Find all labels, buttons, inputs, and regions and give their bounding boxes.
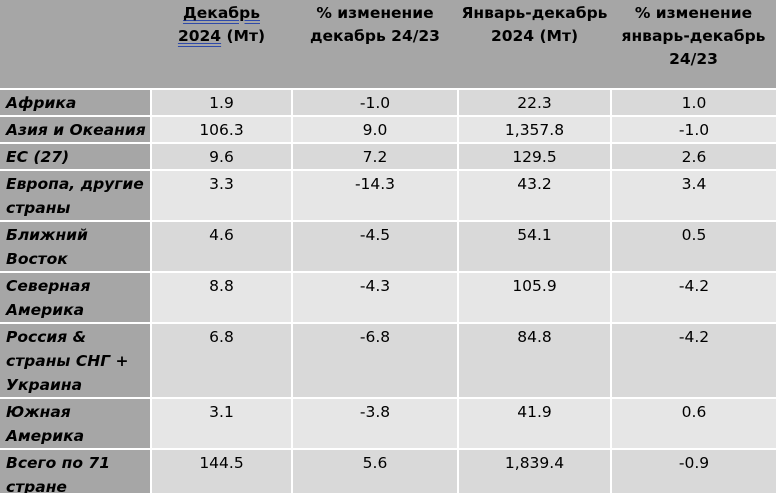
december-change-cell: 9.0 [291,115,458,143]
header-ytd-2024: Январь-декабрь 2024 (Мт) [458,0,611,89]
header-december-change: % изменение декабрь 24/23 [292,0,458,89]
december-value-cell: 3.1 [150,397,292,449]
region-cell: Европа, другие страны [0,169,151,221]
december-value-cell: 9.6 [150,142,292,170]
december-change-cell: -4.3 [291,271,458,323]
december-change-cell: 7.2 [291,142,458,170]
december-value-cell: 4.6 [150,220,292,272]
ytd-value-cell: 41.9 [457,397,611,449]
header-december-year: 2024 [177,27,222,45]
header-corner [0,0,151,89]
region-cell: Россия & страны СНГ + Украина [0,322,151,398]
table-row: Южная Америка 3.1 -3.8 41.9 0.6 [0,397,776,449]
december-value-cell: 8.8 [150,271,292,323]
ytd-value-cell: 105.9 [457,271,611,323]
december-value-cell: 1.9 [150,88,292,116]
table-row: Европа, другие страны 3.3 -14.3 43.2 3.4 [0,169,776,221]
region-cell: Азия и Океания [0,115,151,143]
december-change-cell: -4.5 [291,220,458,272]
ytd-change-cell: -4.2 [610,322,776,398]
ytd-value-cell: 129.5 [457,142,611,170]
december-change-cell: 5.6 [291,448,458,493]
december-value-cell: 106.3 [150,115,292,143]
ytd-change-cell: 0.6 [610,397,776,449]
header-row: Декабрь 2024 (Мт) % изменение декабрь 24/… [0,0,776,89]
ytd-value-cell: 84.8 [457,322,611,398]
ytd-change-cell: 0.5 [610,220,776,272]
ytd-change-cell: 3.4 [610,169,776,221]
ytd-value-cell: 1,357.8 [457,115,611,143]
header-december-2024: Декабрь 2024 (Мт) [151,0,292,89]
ytd-change-cell: 2.6 [610,142,776,170]
december-change-cell: -3.8 [291,397,458,449]
header-december-unit: (Мт) [221,27,266,45]
december-value-cell: 144.5 [150,448,292,493]
december-change-cell: -6.8 [291,322,458,398]
ytd-value-cell: 54.1 [457,220,611,272]
december-change-cell: -14.3 [291,169,458,221]
december-value-cell: 6.8 [150,322,292,398]
ytd-change-cell: -1.0 [610,115,776,143]
header-december-word: Декабрь [182,4,260,22]
ytd-change-cell: 1.0 [610,88,776,116]
ytd-value-cell: 43.2 [457,169,611,221]
table-row: Россия & страны СНГ + Украина 6.8 -6.8 84.8… [0,322,776,398]
region-cell: Северная Америка [0,271,151,323]
ytd-value-cell: 22.3 [457,88,611,116]
header-ytd-change: % изменение январь-декабрь 24/23 [611,0,776,89]
ytd-change-cell: -0.9 [610,448,776,493]
region-cell: ЕС (27) [0,142,151,170]
table-row: Всего по 71 стране 144.5 5.6 1,839.4 -0.9 [0,448,776,493]
table-row: Северная Америка 8.8 -4.3 105.9 -4.2 [0,271,776,323]
table-row: Азия и Океания 106.3 9.0 1,357.8 -1.0 [0,115,776,143]
ytd-change-cell: -4.2 [610,271,776,323]
table-row: Африка 1.9 -1.0 22.3 1.0 [0,88,776,116]
region-cell: Южная Америка [0,397,151,449]
region-cell: Ближний Восток [0,220,151,272]
region-cell: Африка [0,88,151,116]
ytd-value-cell: 1,839.4 [457,448,611,493]
table-row: ЕС (27) 9.6 7.2 129.5 2.6 [0,142,776,170]
december-value-cell: 3.3 [150,169,292,221]
region-cell: Всего по 71 стране [0,448,151,493]
table-row: Ближний Восток 4.6 -4.5 54.1 0.5 [0,220,776,272]
december-change-cell: -1.0 [291,88,458,116]
